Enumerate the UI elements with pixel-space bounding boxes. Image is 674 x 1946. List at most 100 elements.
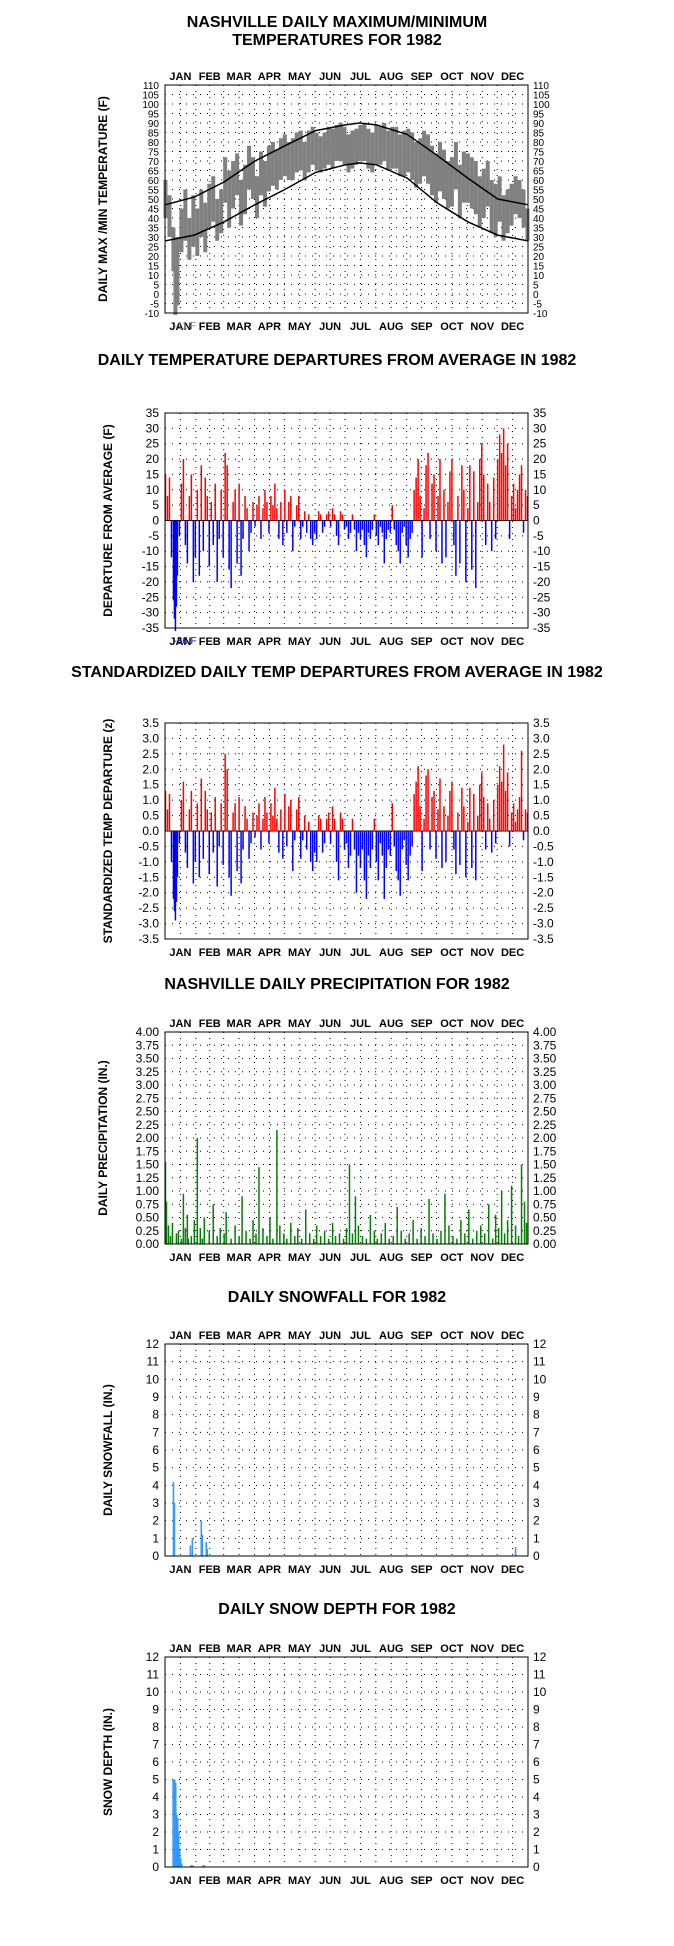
snow-month-label: APR [258, 1330, 281, 1342]
temp-ytick-label-left: 95 [148, 110, 160, 121]
depth-ytick-label-right: 5 [533, 1773, 540, 1787]
precip-ytick-label-right: 0.25 [533, 1224, 557, 1238]
precip-chart-title: NASHVILLE DAILY PRECIPITATION FOR 1982 [164, 976, 510, 993]
std-ytick-label-right: -1.0 [533, 855, 554, 869]
temp-month-label: JUN [319, 321, 341, 333]
snow-ytick-label-left: 7 [152, 1425, 159, 1439]
precip-month-label: JUN [319, 1252, 341, 1264]
snow-ytick-label-left: 4 [152, 1478, 159, 1492]
temp-annotation: -11 F [174, 321, 197, 332]
temp-ytick-label-right: 30 [533, 233, 545, 244]
dep-month-label: MAY [288, 636, 312, 648]
dep-ytick-label-left: 0 [152, 514, 159, 528]
snow-month-label: JUN [319, 1330, 341, 1342]
snow-month-label: JUL [350, 1564, 371, 1576]
depth-month-label: JUN [319, 1643, 341, 1655]
temp-ytick-label-right: 0 [533, 290, 539, 301]
precip-ytick-label-right: 0.75 [533, 1197, 557, 1211]
dep-month-label: NOV [470, 636, 495, 648]
temp-ytick-label-right: 90 [533, 119, 545, 130]
precip-ytick-label-right: 3.00 [533, 1078, 557, 1092]
snow-month-label: MAY [288, 1564, 312, 1576]
temp-ytick-label-right: 65 [533, 167, 545, 178]
precip-ytick-label-left: 1.00 [136, 1184, 160, 1198]
dep-ytick-label-right: 30 [533, 421, 547, 435]
temp-ytick-label-left: 30 [148, 233, 160, 244]
temp-ytick-label-left: 55 [148, 186, 160, 197]
dep-ytick-label-left: 15 [146, 467, 160, 481]
depth-month-label: NOV [470, 1875, 495, 1887]
temp-ytick-label-left: 35 [148, 224, 160, 235]
temp-ytick-label-right: 105 [533, 91, 550, 102]
snow-ytick-label-right: 12 [533, 1337, 547, 1351]
dep-month-label: JUL [350, 636, 371, 648]
depth-month-label: MAY [288, 1875, 312, 1887]
dep-ytick-label-left: 25 [146, 437, 160, 451]
std-marks [164, 744, 529, 921]
std-ytick-label-right: -1.5 [533, 870, 554, 884]
snow-ytick-label-left: 0 [152, 1549, 159, 1563]
dep-ytick-label-right: 20 [533, 452, 547, 466]
snow-ytick-label-left: 10 [146, 1372, 160, 1386]
snow-ytick-label-right: 0 [533, 1549, 540, 1563]
snow-ytick-label-left: 8 [152, 1408, 159, 1422]
depth-month-label: JAN [169, 1875, 191, 1887]
temp-ytick-label-right: 5 [533, 281, 539, 292]
snow-ytick-label-left: 11 [147, 1355, 160, 1369]
temp-month-label: JUN [319, 71, 341, 83]
std-ytick-label-left: -1.5 [138, 870, 159, 884]
std-ytick-label-left: -2.0 [138, 886, 159, 900]
standardized-chart-title: STANDARDIZED DAILY TEMP DEPARTURES FROM … [71, 664, 603, 681]
dep-month-label: APR [258, 636, 281, 648]
precip-ytick-label-left: 0.50 [136, 1211, 160, 1225]
dep-ytick-label-right: 0 [533, 514, 540, 528]
temp-ytick-label-right: 110 [533, 81, 549, 92]
precip-month-label: JAN [169, 1252, 191, 1264]
snow-month-label: OCT [440, 1330, 464, 1342]
depth-ytick-label-left: 5 [152, 1773, 159, 1787]
std-month-label: JAN [169, 947, 191, 959]
snow-ytick-label-right: 2 [533, 1514, 540, 1528]
precip-month-label: DEC [501, 1018, 524, 1030]
temp-month-label: OCT [440, 321, 464, 333]
std-ytick-label-left: -0.5 [138, 839, 159, 853]
temp-month-label: MAY [288, 321, 312, 333]
snow-ytick-label-left: 6 [152, 1443, 159, 1457]
temp-ytick-label-left: 5 [153, 281, 159, 292]
precip-ytick-label-right: 0.00 [533, 1237, 557, 1251]
precip-month-label: JUL [350, 1252, 371, 1264]
snow-month-label: FEB [199, 1564, 221, 1576]
depth-ytick-label-right: 11 [533, 1668, 546, 1682]
temp-ytick-label-left: 100 [142, 100, 159, 111]
snow-month-label: JAN [169, 1564, 191, 1576]
std-month-label: MAY [288, 947, 312, 959]
std-ylabel: STANDARDIZED TEMP DEPARTURE (z) [101, 719, 115, 944]
dep-ytick-label-right: 15 [533, 467, 547, 481]
dep-month-label: DEC [501, 636, 524, 648]
dep-ytick-label-right: 5 [533, 498, 540, 512]
temp-ytick-label-right: 20 [533, 252, 545, 263]
snow-frame [164, 1343, 529, 1557]
temp-ytick-label-right: 80 [533, 138, 545, 149]
dep-ytick-label-left: 10 [146, 483, 160, 497]
std-ytick-label-left: 3.0 [142, 731, 159, 745]
temp-month-label: APR [258, 71, 281, 83]
precip-ytick-label-left: 3.75 [136, 1038, 160, 1052]
precip-ytick-label-right: 1.50 [533, 1158, 557, 1172]
precip-ytick-label-left: 1.25 [136, 1171, 160, 1185]
std-ytick-label-right: 3.5 [533, 716, 550, 730]
depth-ytick-label-right: 3 [533, 1808, 540, 1822]
std-ytick-label-left: 2.5 [142, 747, 159, 761]
temp-month-label: FEB [199, 71, 221, 83]
std-month-label: APR [258, 947, 281, 959]
temp-ytick-label-left: -5 [150, 300, 159, 311]
dep-ytick-label-left: 20 [146, 452, 160, 466]
snow-month-label: AUG [379, 1330, 403, 1342]
precip-ytick-label-left: 3.00 [136, 1078, 160, 1092]
temp-ytick-label-left: 45 [148, 205, 160, 216]
snow-month-label: OCT [440, 1564, 464, 1576]
